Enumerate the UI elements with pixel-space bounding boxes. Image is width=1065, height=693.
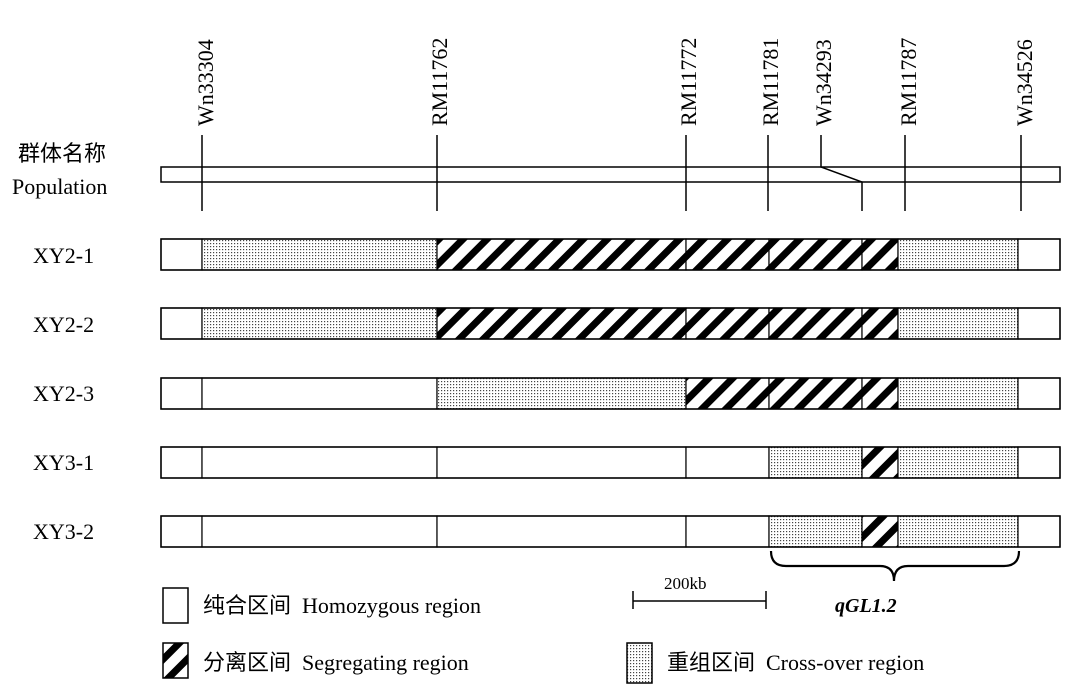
segment-crossover [768,515,863,548]
segment-segregating [436,238,687,271]
segment-segregating [861,446,899,479]
segment-crossover [897,307,1019,340]
marker-ticks [201,135,1022,211]
legend-label-crossover: 重组区间 Cross-over region [667,650,924,675]
segment-homozygous [201,515,438,548]
legend-swatch-segregating [162,642,189,679]
segment-homozygous [160,515,203,548]
segment-homozygous [685,446,770,479]
marker-label: RM11772 [676,38,701,126]
segment-segregating [436,307,687,340]
qgl-brace [769,550,1021,582]
segment-crossover [768,446,863,479]
legend: 纯合区间 Homozygous region 分离区间 Segregating … [162,587,924,684]
segment-segregating [768,377,863,410]
legend-swatch-crossover [626,642,653,684]
segment-segregating [861,238,899,271]
segment-segregating [685,238,770,271]
population-label-cn: 群体名称 [18,141,106,166]
scale-label: 200kb [664,574,707,593]
genotype-bar-outline [160,515,1061,548]
segment-homozygous [1017,238,1061,271]
scale-bar [632,591,767,609]
segment-homozygous [201,377,438,410]
genotype-bar-outline [160,307,1061,340]
genotype-bar-outline [160,238,1061,271]
segment-crossover [201,307,438,340]
segment-segregating [685,307,770,340]
segment-homozygous [160,238,203,271]
marker-label: Wn34293 [811,39,836,126]
segment-homozygous [1017,515,1061,548]
segment-homozygous [160,446,203,479]
segment-homozygous [201,446,438,479]
gene-label: qGL1.2 [835,595,897,617]
segment-crossover [897,377,1019,410]
segment-segregating [685,377,770,410]
physical-map-bar [160,166,1061,183]
segment-homozygous [436,515,687,548]
genotype-bars [160,238,1061,548]
segment-segregating [861,515,899,548]
marker-label: Wn33304 [193,39,218,126]
legend-label-homozygous: 纯合区间 Homozygous region [203,593,481,618]
legend-swatch-homozygous [162,587,189,624]
segment-homozygous [685,515,770,548]
population-label-en: Population [12,174,107,199]
segment-crossover [897,238,1019,271]
genotype-bar-outline [160,377,1061,410]
segment-crossover [897,446,1019,479]
segment-crossover [201,238,438,271]
row-label: XY3-2 [33,519,94,544]
segment-homozygous [160,307,203,340]
legend-label-segregating: 分离区间 Segregating region [203,650,469,675]
marker-tick-bent [820,135,863,211]
segment-segregating [861,377,899,410]
segment-homozygous [160,377,203,410]
row-label: XY2-3 [33,381,94,406]
segment-segregating [768,238,863,271]
row-label: XY2-1 [33,243,94,268]
row-label: XY2-2 [33,312,94,337]
segment-homozygous [1017,377,1061,410]
segment-crossover [436,377,687,410]
segment-homozygous [1017,307,1061,340]
segment-segregating [861,307,899,340]
segment-homozygous [1017,446,1061,479]
marker-labels: Wn33304 RM11762 RM11772 RM11781 Wn34293 … [193,38,1037,126]
marker-label: Wn34526 [1012,39,1037,126]
segment-segregating [768,307,863,340]
marker-label: RM11781 [758,38,783,126]
segment-crossover [897,515,1019,548]
row-label: XY3-1 [33,450,94,475]
segment-homozygous [436,446,687,479]
marker-label: RM11787 [896,38,921,126]
genotype-bar-outline [160,446,1061,479]
marker-label: RM11762 [427,38,452,126]
